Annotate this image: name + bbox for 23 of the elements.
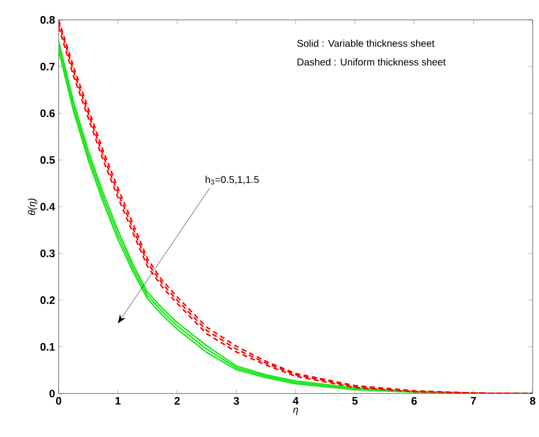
annotation: h$_{3}$=0.5,1,1.5: [206, 176, 259, 184]
y-tick-label: 0: [50, 390, 55, 398]
x-tick-label: 3: [234, 396, 240, 405]
y-axis-title: θ(η): [28, 198, 38, 215]
y-tick-label: 0.8: [40, 16, 55, 24]
x-tick-label: 2: [174, 396, 180, 405]
x-tick-label: 5: [352, 396, 358, 405]
x-tick-label: 8: [530, 396, 536, 405]
x-tick-label: 1: [116, 396, 121, 404]
annotation: Dashed : Uniform thickness sheet: [298, 58, 446, 66]
x-tick-label: 0: [56, 396, 62, 405]
y-tick-label: 0.5: [40, 156, 55, 164]
y-tick-label: 0.4: [40, 202, 56, 210]
x-tick-label: 6: [412, 396, 417, 405]
y-tick-label: 0.7: [40, 62, 55, 70]
x-axis-title: η: [293, 407, 298, 415]
y-tick-label: 0.6: [40, 109, 55, 118]
y-tick-label: 0.3: [40, 249, 55, 258]
annotation: Solid : Variable thickness sheet: [297, 39, 435, 47]
x-tick-label: 4: [292, 396, 299, 404]
y-tick-label: 0.2: [40, 296, 55, 304]
x-tick-label: 7: [470, 396, 476, 404]
y-tick-label: 0.1: [40, 342, 55, 351]
